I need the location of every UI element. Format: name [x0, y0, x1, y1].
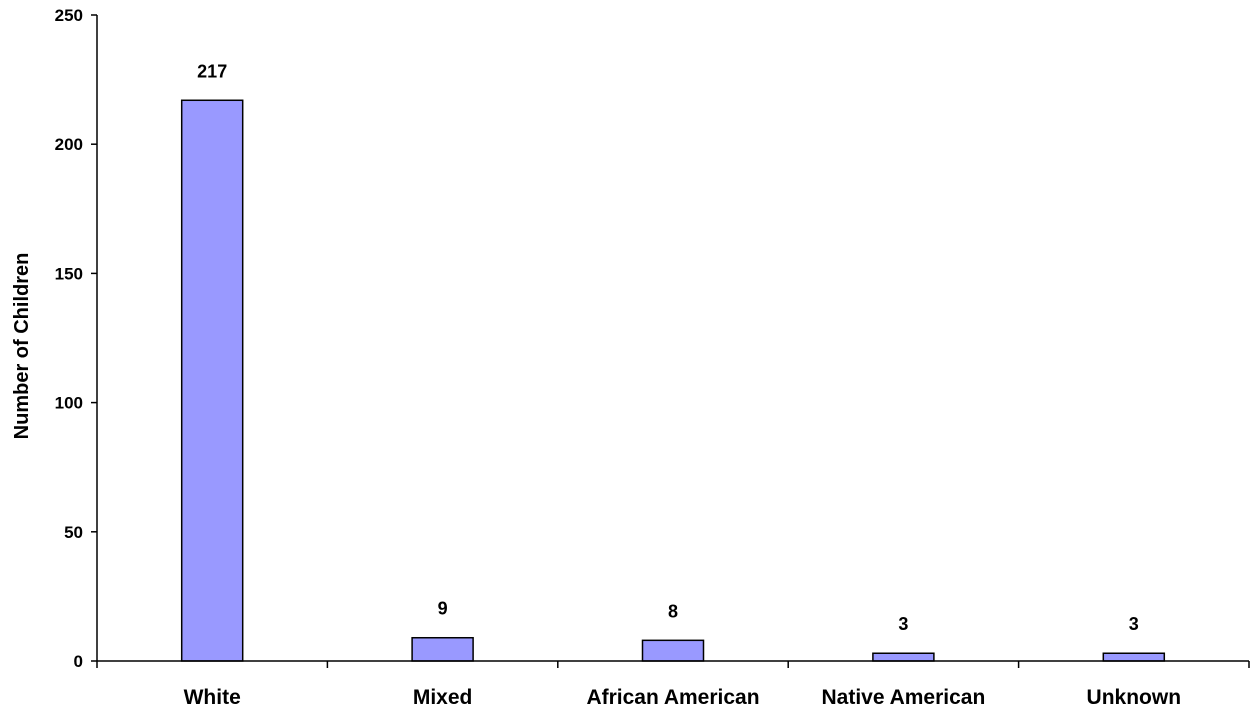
x-category-label: Native American [822, 686, 986, 709]
bar [411, 636, 474, 662]
bar-data-label: 8 [668, 601, 678, 621]
y-tick-label: 150 [55, 264, 83, 283]
bar-data-label: 217 [197, 61, 227, 81]
y-tick-label: 0 [74, 652, 83, 671]
y-tick-label: 100 [55, 394, 83, 413]
bars [180, 99, 1166, 662]
data-labels: 217 9 8 3 3 [197, 61, 1139, 634]
y-tick-label: 200 [55, 135, 83, 154]
bar [180, 99, 244, 662]
bar-data-label: 3 [898, 614, 908, 634]
y-axis-title: Number of Children [11, 253, 33, 440]
y-tick-label: 50 [64, 523, 83, 542]
bar [872, 652, 935, 662]
x-category-label: White [184, 686, 241, 709]
bar-data-label: 9 [438, 599, 448, 619]
bar [1102, 652, 1166, 662]
bar-data-label: 3 [1129, 614, 1139, 634]
x-axis-ticks [96, 661, 1250, 668]
x-category-label: Unknown [1087, 686, 1182, 709]
bar [641, 639, 705, 662]
y-tick-label: 250 [55, 6, 83, 25]
y-axis-ticks: 0 50 100 150 200 250 [55, 6, 97, 671]
x-category-label: Mixed [413, 686, 473, 709]
category-labels: White Mixed African American Native America… [184, 686, 1181, 709]
x-category-label: African American [586, 686, 759, 709]
